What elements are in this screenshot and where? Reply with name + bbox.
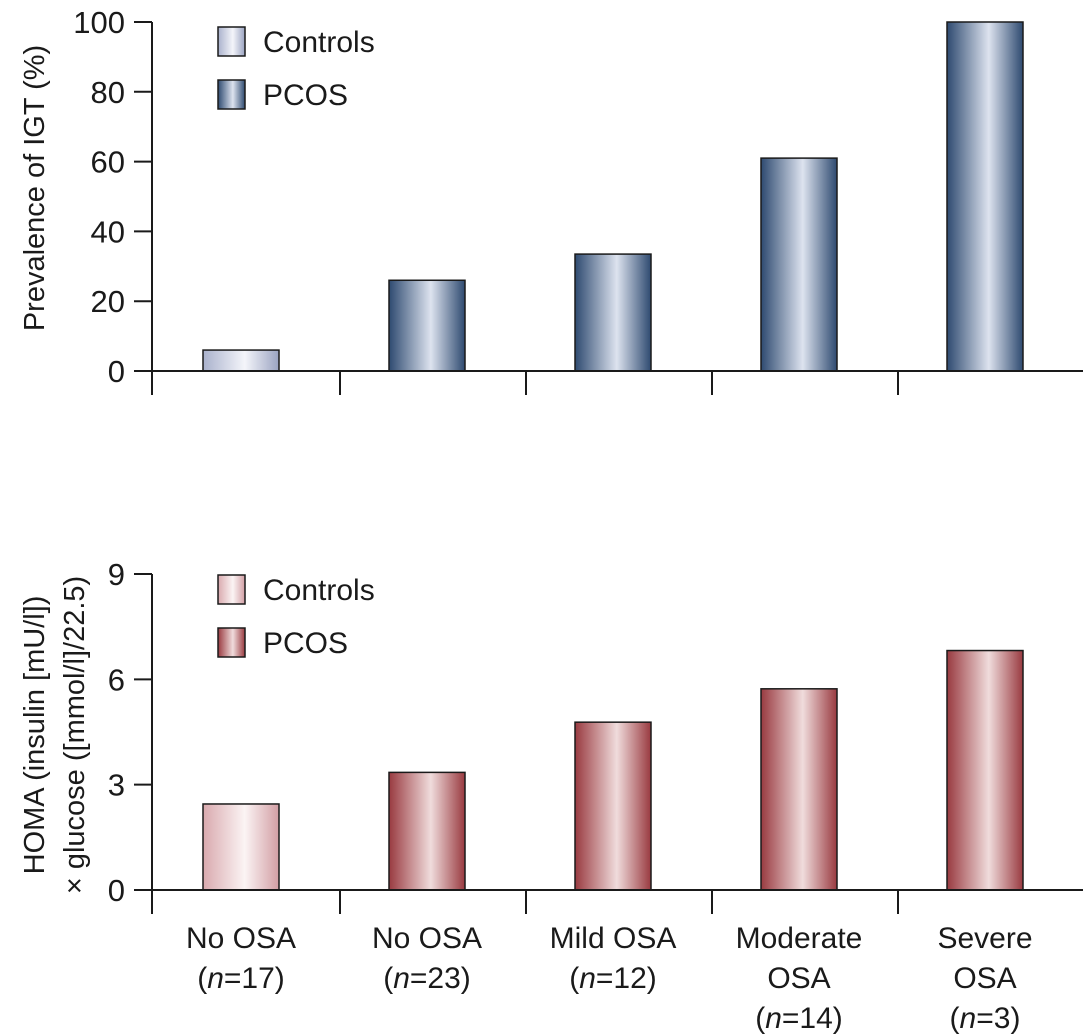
x-category-labels: No OSA (n=17) No OSA (n=23) Mild OSA (n=12) Mo… <box>186 922 1033 1034</box>
top-bar-pcos-2 <box>388 279 466 372</box>
bottom-bar-pcos-4 <box>760 688 838 891</box>
bottom-bar-pcos-5 <box>946 649 1024 891</box>
top-legend: Controls PCOS <box>217 26 375 112</box>
top-legend-swatch-pcos <box>217 79 246 110</box>
top-chart: Prevalence of IGT (%) 0 20 40 60 80 100 Contr… <box>19 5 1083 395</box>
top-legend-label-controls: Controls <box>263 26 375 59</box>
bottom-legend: Controls PCOS <box>217 574 375 660</box>
bottom-bar-pcos-3 <box>574 721 652 891</box>
bottom-bars <box>202 649 1024 891</box>
top-bar-pcos-4 <box>760 157 838 372</box>
bottom-chart: HOMA (insulin [mU/l]) × glucose ([mmol/l… <box>19 557 1083 1034</box>
bottom-y-ticks: 0 3 6 9 <box>108 557 152 908</box>
top-y-tick-label: 100 <box>73 5 125 40</box>
bottom-y-tick-label: 0 <box>108 873 125 908</box>
top-y-tick-label: 40 <box>91 214 125 249</box>
x-category-label-2: No OSA (n=23) <box>372 922 482 995</box>
x-category-label-1: No OSA (n=17) <box>186 922 296 995</box>
x-category-label-3: Mild OSA (n=12) <box>550 922 677 995</box>
bottom-legend-label-controls: Controls <box>263 574 375 607</box>
top-bar-pcos-3 <box>574 253 652 372</box>
bottom-y-tick-label: 9 <box>108 557 125 592</box>
bottom-bar-pcos-2 <box>388 771 466 891</box>
bottom-y-axis-label-line-2: × glucose ([mmol/l]/22.5) <box>59 576 91 894</box>
top-y-axis-label: Prevalence of IGT (%) <box>19 45 51 331</box>
top-y-tick-label: 60 <box>91 145 125 180</box>
top-y-tick-label: 20 <box>91 284 125 319</box>
top-y-tick-label: 80 <box>91 75 125 110</box>
top-bars <box>202 21 1024 372</box>
top-legend-swatch-controls <box>217 26 246 57</box>
bottom-axes <box>151 574 1083 914</box>
bottom-legend-swatch-controls <box>217 574 246 605</box>
bottom-y-tick-label: 6 <box>108 662 125 697</box>
bottom-y-axis-label-line-1: HOMA (insulin [mU/l]) <box>19 596 51 875</box>
top-bar-controls-1 <box>202 349 280 372</box>
bottom-legend-label-pcos: PCOS <box>263 627 348 660</box>
x-category-label-5: Severe OSA (n=3) <box>937 922 1032 1034</box>
top-bar-pcos-5 <box>946 21 1024 372</box>
top-y-tick-label: 0 <box>108 354 125 389</box>
top-y-ticks: 0 20 40 60 80 100 <box>73 5 152 389</box>
top-legend-label-pcos: PCOS <box>263 79 348 112</box>
bottom-y-tick-label: 3 <box>108 768 125 803</box>
bottom-legend-swatch-pcos <box>217 627 246 658</box>
top-axes <box>151 22 1083 395</box>
x-category-label-4: Moderate OSA (n=14) <box>736 922 863 1034</box>
bottom-bar-controls-1 <box>202 803 280 891</box>
